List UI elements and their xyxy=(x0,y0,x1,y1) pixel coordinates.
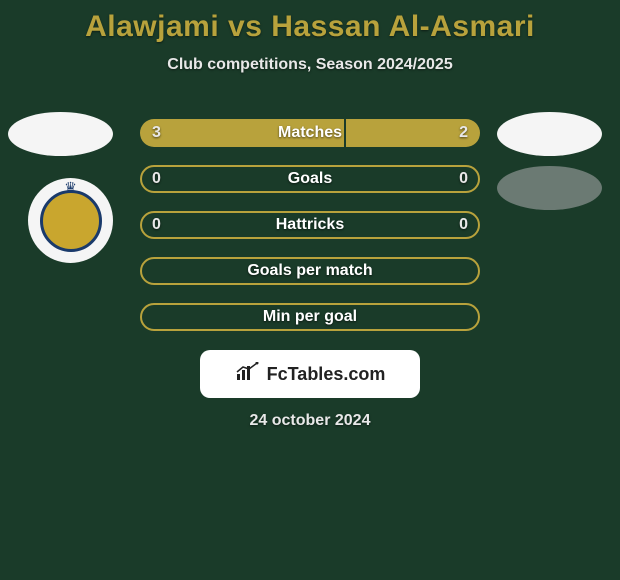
page-subtitle: Club competitions, Season 2024/2025 xyxy=(0,56,620,74)
value-right-matches: 2 xyxy=(459,119,468,147)
infographic-root: Alawjami vs Hassan Al-Asmari Club compet… xyxy=(0,0,620,580)
label-matches: Matches xyxy=(140,119,480,147)
label-mpg: Min per goal xyxy=(140,303,480,331)
row-mpg: Min per goal xyxy=(0,294,620,340)
value-right-hattricks: 0 xyxy=(459,211,468,239)
label-gpm: Goals per match xyxy=(140,257,480,285)
date-text: 24 october 2024 xyxy=(0,412,620,430)
label-goals: Goals xyxy=(140,165,480,193)
row-hattricks: 0 Hattricks 0 xyxy=(0,202,620,248)
brand-text: FcTables.com xyxy=(267,364,386,385)
row-goals: 0 Goals 0 xyxy=(0,156,620,202)
comparison-rows: 3 Matches 2 0 Goals 0 0 Hattricks 0 Goal… xyxy=(0,110,620,340)
chart-icon xyxy=(235,362,261,387)
row-matches: 3 Matches 2 xyxy=(0,110,620,156)
value-right-goals: 0 xyxy=(459,165,468,193)
page-title: Alawjami vs Hassan Al-Asmari xyxy=(0,0,620,44)
row-gpm: Goals per match xyxy=(0,248,620,294)
brand-box[interactable]: FcTables.com xyxy=(200,350,420,398)
label-hattricks: Hattricks xyxy=(140,211,480,239)
